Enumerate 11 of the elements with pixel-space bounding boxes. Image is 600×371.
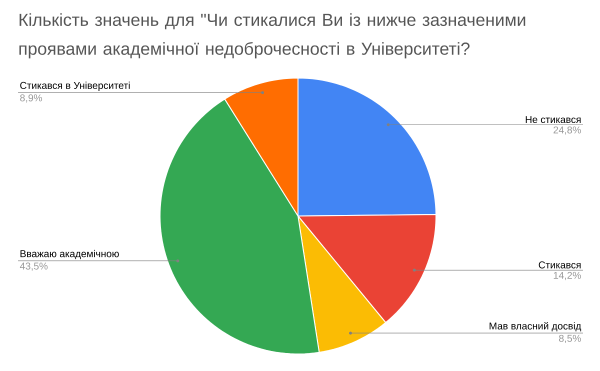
data-label: 43,5% <box>20 262 48 271</box>
slice-label: Не стикався <box>526 116 581 124</box>
chart-title: Кількість значень для "Чи стикалися Ви із нижче зазначеними проявами академічної недоброчесності в Університеті? <box>19 13 526 58</box>
slice-label: Мав власний досвід <box>490 322 582 332</box>
data-label: 14,2% <box>554 272 581 280</box>
data-label: 8,5% <box>559 334 581 344</box>
data-label: 8,9% <box>20 94 42 103</box>
slice-label: Вважаю академічною <box>20 250 119 260</box>
slice-label: Стикався в Університеті <box>20 82 130 91</box>
data-label: 24,8% <box>554 126 581 135</box>
slice-label: Стикався <box>538 261 581 268</box>
